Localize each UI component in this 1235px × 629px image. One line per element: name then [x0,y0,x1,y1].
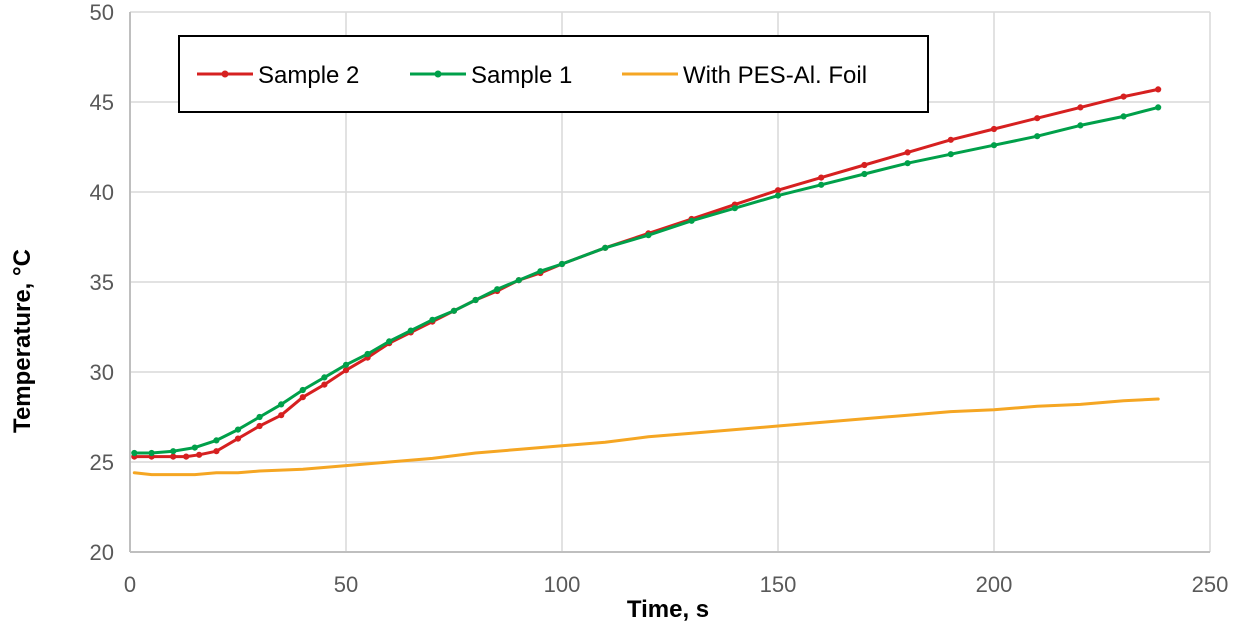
legend-marker [221,70,229,78]
data-point [645,232,652,239]
y-axis-title: Temperature, °C [9,249,36,433]
data-point [364,350,371,358]
data-point [278,401,285,408]
data-point [278,412,285,419]
series-line [132,105,1160,455]
data-point [904,149,911,156]
series-lines [131,86,1162,477]
data-point [688,217,695,224]
data-point [1034,133,1041,140]
x-tick-label: 200 [976,572,1013,597]
data-point [321,374,328,381]
y-tick-label: 50 [90,0,114,25]
y-tick-label: 25 [90,450,114,475]
data-point [299,394,306,401]
data-point [774,192,782,199]
y-tick-label: 30 [90,360,114,385]
y-tick-label: 40 [90,180,114,205]
data-point [1120,93,1127,100]
x-tick-label: 100 [544,572,581,597]
data-point [947,151,954,158]
data-point [1077,104,1084,111]
data-point [515,277,522,284]
data-point [494,286,501,293]
data-point [131,449,138,457]
data-point [407,327,414,334]
data-point [1077,122,1084,129]
data-point [537,268,544,275]
tick-labels: 20 25 30 35 40 45 50 0 50 100 150 200 250 [90,0,1229,597]
data-point [818,174,825,181]
data-point [774,187,782,194]
data-point [990,142,998,149]
data-point [558,260,566,268]
legend-box [178,35,929,113]
data-point [861,161,868,169]
data-point [1155,86,1162,93]
data-point [429,316,436,323]
data-point [947,136,954,143]
legend-label: With PES-Al. Foil [683,62,867,89]
data-point [1120,113,1127,120]
data-point [191,444,198,451]
data-point [170,453,177,460]
data-point [148,449,155,457]
data-point [256,413,263,421]
data-point [731,205,738,212]
data-point [386,338,393,345]
x-tick-label: 250 [1192,572,1229,597]
x-tick-label: 150 [760,572,797,597]
data-point [234,426,242,433]
series-line [132,397,1160,477]
data-point [170,448,177,455]
y-tick-label: 20 [90,540,114,565]
series-2 [132,397,1160,477]
data-point [450,307,458,314]
data-point [602,244,609,251]
data-point [256,422,263,430]
series-1 [131,104,1162,457]
y-tick-label: 35 [90,270,114,295]
x-tick-label: 0 [124,572,136,597]
data-point [321,381,328,388]
data-point [213,448,220,455]
legend-label: Sample 1 [471,62,572,89]
data-point [234,435,242,442]
axes [129,12,1210,553]
data-point [818,181,825,188]
x-axis-title: Time, s [627,596,709,623]
data-point [299,386,306,394]
data-point [196,451,203,458]
legend-label: Sample 2 [258,62,359,89]
legend-marker [434,70,442,78]
data-point [472,296,479,304]
data-point [990,125,998,133]
y-tick-label: 45 [90,90,114,115]
data-point [904,160,911,167]
data-point [861,170,868,178]
data-point [342,361,350,368]
data-point [1034,115,1041,122]
data-point [1155,104,1162,111]
data-point [183,453,190,460]
x-tick-label: 50 [334,572,358,597]
data-point [213,437,220,444]
legend: Sample 2 Sample 1 With PES-Al. Foil [178,35,929,113]
data-point [342,367,350,374]
